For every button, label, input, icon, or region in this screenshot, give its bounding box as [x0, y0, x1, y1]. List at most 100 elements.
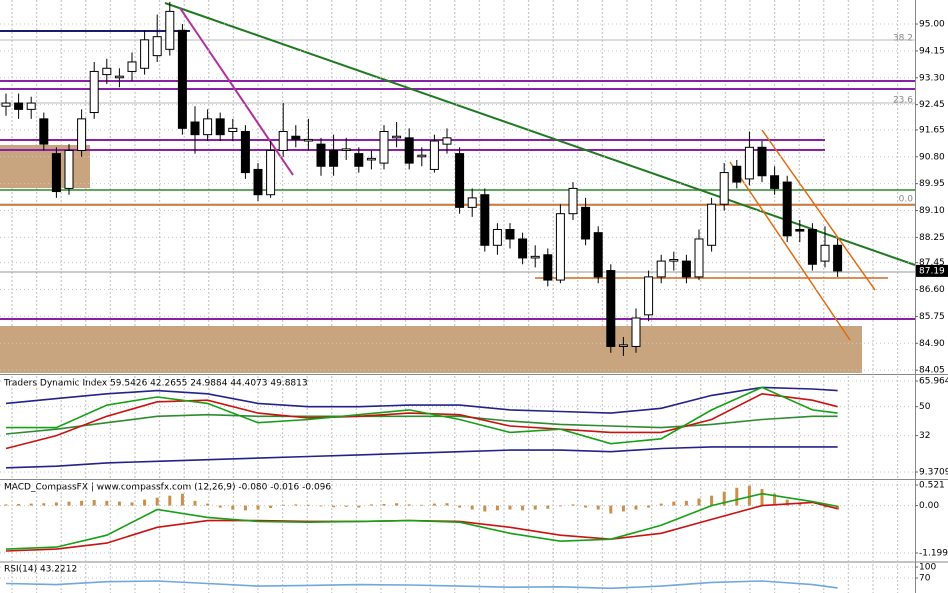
y-tick-label: 32 [919, 431, 930, 441]
candle-body [555, 213, 565, 281]
candle-body [719, 172, 729, 205]
candle-body [253, 168, 263, 196]
candle-body [51, 153, 61, 193]
histogram-bar [508, 505, 512, 510]
y-tick-label: -1.199 [919, 548, 948, 558]
candle-body [266, 149, 276, 196]
fib-label: 23.6 [893, 96, 913, 106]
candle-body [429, 140, 439, 170]
histogram-bar [672, 501, 676, 506]
histogram-bar [130, 502, 134, 506]
indicator-line [5, 413, 838, 435]
candle-body [203, 118, 213, 136]
fib-label: 38.2 [893, 34, 913, 44]
histogram-bar [369, 504, 373, 506]
candle-body [177, 29, 187, 129]
histogram-bar [747, 485, 751, 506]
candle-body [593, 232, 603, 278]
histogram-bar [558, 505, 562, 507]
histogram-bar [29, 503, 33, 506]
price-tag-label: 87.19 [919, 266, 945, 276]
histogram-bar [4, 504, 8, 506]
panel-title: MACD_CompassFX | www.compassfx.com (12,2… [4, 483, 331, 493]
candle-body [669, 259, 679, 262]
candle-body [77, 118, 87, 151]
histogram-bar [684, 500, 688, 506]
y-tick-label: 0.521 [919, 480, 945, 490]
histogram-bar [495, 505, 499, 511]
trend-line [179, 7, 294, 176]
histogram-bar [647, 505, 651, 508]
trend-line [729, 161, 851, 341]
candle-body [732, 165, 742, 183]
candle-body [152, 36, 162, 57]
histogram-bar [596, 505, 600, 510]
candle-body [316, 143, 326, 167]
histogram-bar [42, 503, 46, 506]
histogram-bar [785, 499, 789, 506]
candle-body [341, 148, 351, 151]
histogram-bar [432, 503, 436, 506]
candle-body [568, 187, 578, 215]
candle-body [442, 137, 452, 145]
zone [0, 145, 90, 188]
histogram-bar [344, 505, 348, 507]
price-tag [916, 264, 948, 277]
y-tick-label: 9.3709 [919, 468, 948, 478]
histogram-bar [294, 504, 298, 506]
candle-body [707, 203, 717, 246]
candle-body [215, 118, 225, 136]
indicator-line [5, 492, 838, 550]
histogram-bar [243, 505, 247, 511]
candle-body [64, 149, 74, 189]
candle-body [467, 197, 477, 208]
candle-body [744, 146, 754, 180]
histogram-bar [609, 505, 613, 514]
candle-body [492, 228, 502, 246]
y-tick-label: 94.15 [919, 46, 945, 56]
histogram-bar [420, 504, 424, 506]
candle-body [618, 344, 628, 347]
histogram-bar [54, 502, 58, 506]
candle-body [530, 255, 540, 259]
candle-body [114, 75, 124, 79]
y-tick-label: 85.75 [919, 312, 945, 322]
y-tick-label: 95.00 [919, 20, 945, 30]
candle-body [127, 61, 137, 72]
candle-body [354, 153, 364, 167]
candle-body [379, 130, 389, 164]
histogram-bar [735, 487, 739, 506]
histogram-bar [621, 505, 625, 512]
candle-body [26, 102, 36, 110]
y-tick-label: 89.95 [919, 179, 945, 189]
y-tick-label: 92.45 [919, 100, 945, 110]
histogram-bar [117, 501, 121, 506]
histogram-bar [80, 500, 84, 506]
histogram-bar [67, 501, 71, 506]
candle-body [807, 228, 817, 265]
histogram-bar [332, 505, 336, 508]
y-tick-label: 89.10 [919, 206, 945, 216]
histogram-bar [193, 500, 197, 506]
candle-body [782, 181, 792, 237]
candle-body [644, 276, 654, 316]
indicator-line [5, 446, 838, 469]
candle-body [820, 244, 830, 262]
histogram-bar [584, 505, 588, 508]
fib-label: 0.0 [899, 195, 914, 205]
candle-body [140, 39, 150, 69]
histogram-bar [231, 505, 235, 510]
zone [0, 326, 862, 373]
panel-title: Traders Dynamic Index 59.5426 42.2655 24… [3, 379, 308, 389]
histogram-bar [168, 495, 172, 506]
candle-body [694, 238, 704, 278]
histogram-bar [634, 505, 638, 510]
histogram-bar [319, 505, 323, 507]
histogram-bar [710, 495, 714, 506]
panel-title: RSI(14) 43.2212 [4, 565, 77, 575]
candle-body [656, 260, 666, 278]
histogram-bar [407, 504, 411, 506]
y-tick-label: 93.30 [919, 73, 945, 83]
y-tick-label: 84.90 [919, 339, 945, 349]
